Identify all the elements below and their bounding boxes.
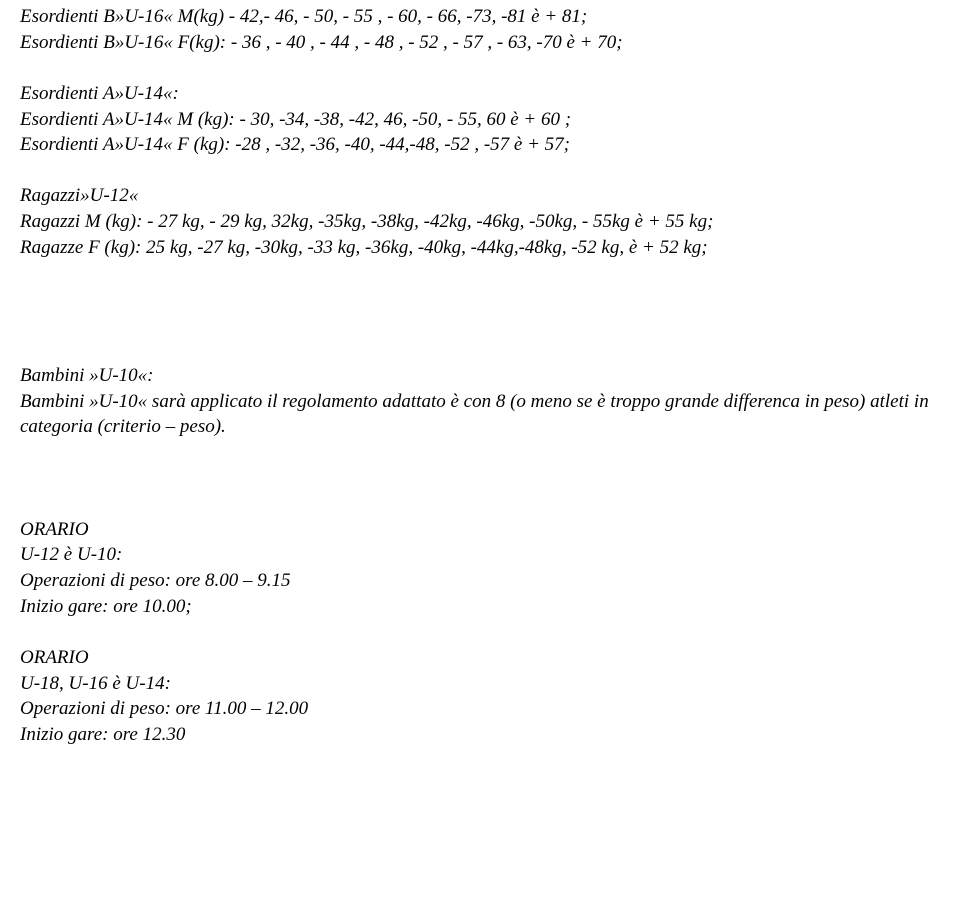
spacer-large [20,260,940,337]
line-ragazzi-header: Ragazzi»U-12« [20,183,940,209]
line-esordienti-b-m: Esordienti B»U-16« M(kg) - 42,- 46, - 50… [20,4,940,30]
line-esordienti-b-f: Esordienti B»U-16« F(kg): - 36 , - 40 , … [20,30,940,56]
line-orario-2-title: ORARIO [20,645,940,671]
line-orario-1-inizio: Inizio gare: ore 10.00; [20,594,940,620]
line-orario-2-peso: Operazioni di peso: ore 11.00 – 12.00 [20,696,940,722]
spacer [20,337,940,363]
spacer [20,440,940,491]
line-esordienti-a-header: Esordienti A»U-14«: [20,81,940,107]
line-ragazze-f: Ragazze F (kg): 25 kg, -27 kg, -30kg, -3… [20,235,940,261]
line-orario-2-inizio: Inizio gare: ore 12.30 [20,722,940,748]
line-orario-1-cats: U-12 è U-10: [20,542,940,568]
line-orario-1-title: ORARIO [20,517,940,543]
spacer [20,619,940,645]
spacer [20,55,940,81]
line-orario-2-cats: U-18, U-16 è U-14: [20,671,940,697]
line-esordienti-a-f: Esordienti A»U-14« F (kg): -28 , -32, -3… [20,132,940,158]
line-orario-1-peso: Operazioni di peso: ore 8.00 – 9.15 [20,568,940,594]
line-bambini-header: Bambini »U-10«: [20,363,940,389]
line-bambini-desc: Bambini »U-10« sarà applicato il regolam… [20,389,940,440]
spacer [20,158,940,184]
spacer [20,491,940,517]
line-esordienti-a-m: Esordienti A»U-14« M (kg): - 30, -34, -3… [20,107,940,133]
line-ragazzi-m: Ragazzi M (kg): - 27 kg, - 29 kg, 32kg, … [20,209,940,235]
